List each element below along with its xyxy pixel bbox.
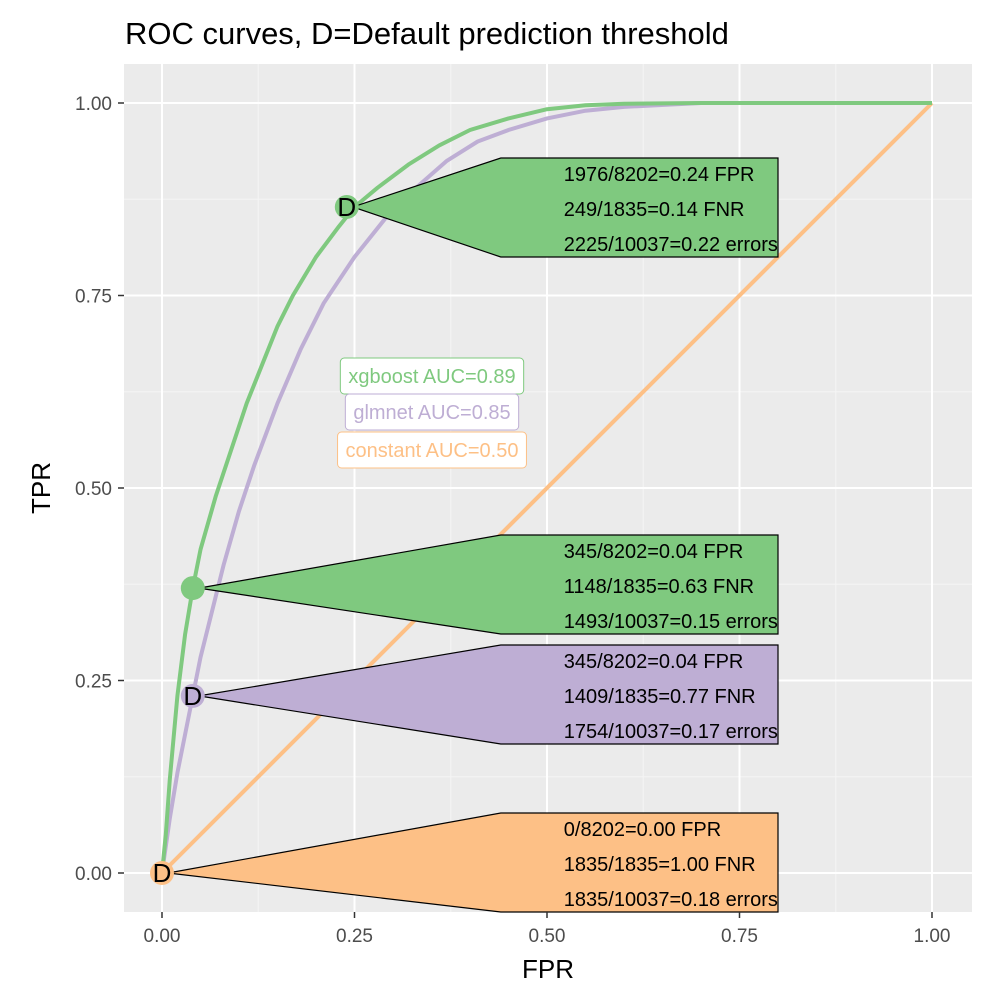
x-tick-label: 1.00: [914, 926, 951, 947]
threshold-point: [180, 683, 205, 708]
y-tick-label: 1.00: [75, 94, 112, 115]
legend-label: glmnet AUC=0.85: [353, 402, 510, 424]
callout-text: 2225/10037=0.22 errors: [564, 234, 778, 256]
callout-text: 1148/1835=0.63 FNR: [564, 576, 754, 598]
threshold-point: [150, 861, 174, 885]
callout-text: 249/1835=0.14 FNR: [564, 199, 745, 221]
callout-text: 345/8202=0.04 FPR: [564, 651, 744, 673]
callout-text: 1976/8202=0.24 FPR: [564, 164, 755, 186]
threshold-callout: [167, 812, 779, 913]
y-tick-label: 0.25: [75, 672, 112, 693]
roc-curve-xgboost: [160, 101, 932, 874]
y-tick-label: 0.75: [75, 287, 112, 308]
threshold-callout: [198, 644, 779, 745]
threshold-marker-label: D: [153, 858, 172, 888]
callout-text: 1835/10037=0.18 errors: [564, 889, 778, 911]
threshold-callout: [198, 534, 779, 635]
callout-text: 0/8202=0.00 FPR: [564, 819, 721, 841]
legend-box: [337, 431, 527, 469]
callout-text: 1835/1835=1.00 FNR: [564, 854, 756, 876]
threshold-marker-label: D: [183, 681, 202, 711]
callout-text: 1493/10037=0.15 errors: [564, 611, 778, 633]
x-tick-label: 0.00: [144, 926, 181, 947]
callout-text: 345/8202=0.04 FPR: [564, 541, 744, 563]
callout-text: 1409/1835=0.77 FNR: [564, 686, 756, 708]
legend-label: xgboost AUC=0.89: [348, 366, 515, 388]
legend-box: [344, 393, 520, 431]
threshold-callout: [350, 157, 779, 258]
x-tick-label: 0.75: [721, 926, 758, 947]
threshold-point: [334, 194, 359, 219]
y-axis-title: TPR: [26, 462, 56, 514]
y-tick-label: 0.50: [75, 479, 112, 500]
x-tick-label: 0.50: [529, 926, 566, 947]
x-axis-title: FPR: [522, 954, 574, 984]
legend-label: constant AUC=0.50: [346, 440, 519, 462]
x-tick-label: 0.25: [336, 926, 373, 947]
threshold-marker-label: D: [337, 192, 356, 222]
chart-title: ROC curves, D=Default prediction thresho…: [125, 16, 729, 51]
roc-curve-constant: [160, 101, 934, 875]
callout-text: 1754/10037=0.17 errors: [564, 721, 778, 743]
threshold-point: [180, 576, 205, 601]
y-tick-label: 0.00: [75, 864, 112, 885]
